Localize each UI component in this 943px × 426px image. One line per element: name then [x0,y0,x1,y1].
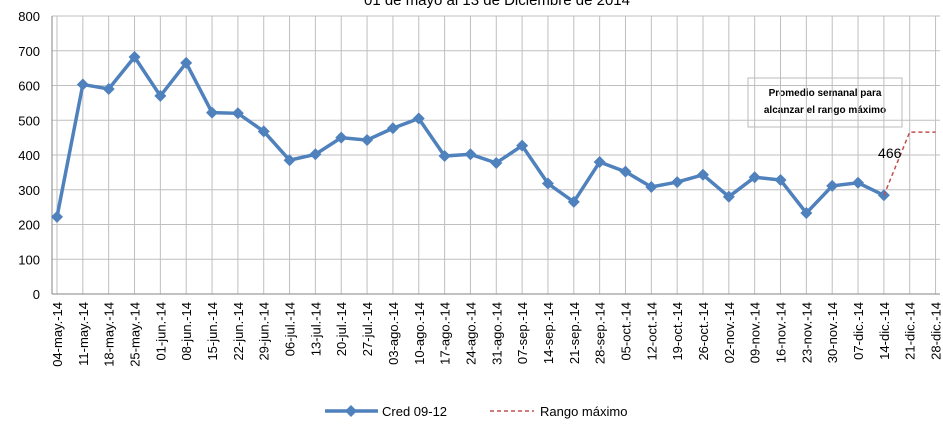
marker [593,155,606,168]
y-tick-label: 300 [18,183,40,198]
x-tick-label: 06-jul.-14 [283,302,298,356]
x-tick-label: 11-may.-14 [76,302,91,366]
marker [852,176,865,189]
annotation-text: Promedio semanal para [769,88,882,99]
x-tick-label: 28-sep.-14 [593,302,608,364]
x-tick-label: 22-jun.-14 [231,302,246,361]
marker [361,134,374,147]
y-tick-label: 800 [18,9,40,24]
series-line [883,131,936,196]
x-tick-label: 12-oct.-14 [644,302,659,361]
marker [412,112,425,125]
x-tick-label: 23-nov.-14 [799,302,814,363]
annotation: Promedio semanal para alcanzar el rango … [747,77,903,128]
x-tick-label: 01-jun.-14 [153,302,168,361]
x-tick-label: 27-jul.-14 [360,302,375,356]
marker [645,180,658,193]
x-tick-label: 14-sep.-14 [541,302,556,364]
marker [154,89,167,102]
marker [231,107,244,120]
marker [51,210,63,223]
x-tick-label: 28-dic.-14 [929,302,943,360]
marker [464,148,477,161]
y-tick-label: 700 [18,44,40,59]
marker [180,56,193,69]
y-tick-label: 200 [18,218,40,233]
x-tick-label: 10-ago.-14 [412,302,427,365]
x-tick-label: 07-sep.-14 [515,302,530,364]
x-tick-label: 02-nov.-14 [722,302,737,363]
x-tick-label: 15-jun.-14 [205,302,220,361]
marker [774,174,787,187]
x-tick-label: 16-nov.-14 [774,302,789,363]
data-label: 466 [878,145,902,161]
annotation-text: alcanzar el rango máximo [764,105,886,116]
x-tick-label: 30-nov.-14 [825,302,840,363]
x-tick-label: 26-oct.-14 [696,302,711,361]
marker [283,154,296,167]
x-tick-label: 08-jun.-14 [179,302,194,361]
legend-label: Cred 09-12 [382,404,447,419]
marker [671,176,684,189]
marker [541,177,554,190]
x-tick-label: 03-ago.-14 [386,302,401,365]
x-tick-label: 14-dic.-14 [877,302,892,360]
x-tick-label: 19-oct.-14 [670,302,685,361]
marker [826,179,839,192]
annotation-box [747,77,903,128]
x-tick-label: 25-may.-14 [128,302,143,367]
x-tick-label: 18-may.-14 [102,302,117,367]
marker [722,190,735,203]
legend-label: Rango máximo [540,404,627,419]
x-tick-label: 31-ago.-14 [489,302,504,365]
x-tick-label: 13-jul.-14 [308,302,323,356]
y-tick-label: 400 [18,148,40,163]
marker [800,207,813,220]
x-tick-label: 04-may.-14 [50,302,65,367]
marker [697,168,709,181]
marker [386,122,399,135]
x-tick-label: 29-jun.-14 [257,302,272,361]
x-tick-label: 09-nov.-14 [748,302,763,363]
marker [102,82,115,95]
marker [748,171,761,184]
marker [619,165,632,178]
x-tick-label: 17-ago.-14 [438,302,453,365]
legend-marker [345,405,357,417]
y-tick-label: 0 [33,287,40,302]
y-tick-label: 100 [18,252,40,267]
chart-title: 01 de mayo al 13 de Diciembre de 2014 [364,0,630,9]
marker [490,156,503,169]
x-tick-label: 24-ago.-14 [463,302,478,365]
marker [76,78,89,91]
x-tick-label: 20-jul.-14 [334,302,349,356]
marker [438,150,451,163]
marker [567,195,580,208]
marker [335,131,348,144]
x-tick-label: 07-dic.-14 [851,302,866,360]
x-tick-label: 05-oct.-14 [618,302,633,361]
marker [128,51,141,64]
marker [206,106,219,119]
marker [257,125,270,138]
y-tick-label: 500 [18,113,40,128]
marker [516,139,529,152]
x-tick-label: 21-dic.-14 [903,302,918,360]
x-tick-label: 21-sep.-14 [567,302,582,364]
marker [309,148,322,161]
y-tick-label: 600 [18,79,40,94]
